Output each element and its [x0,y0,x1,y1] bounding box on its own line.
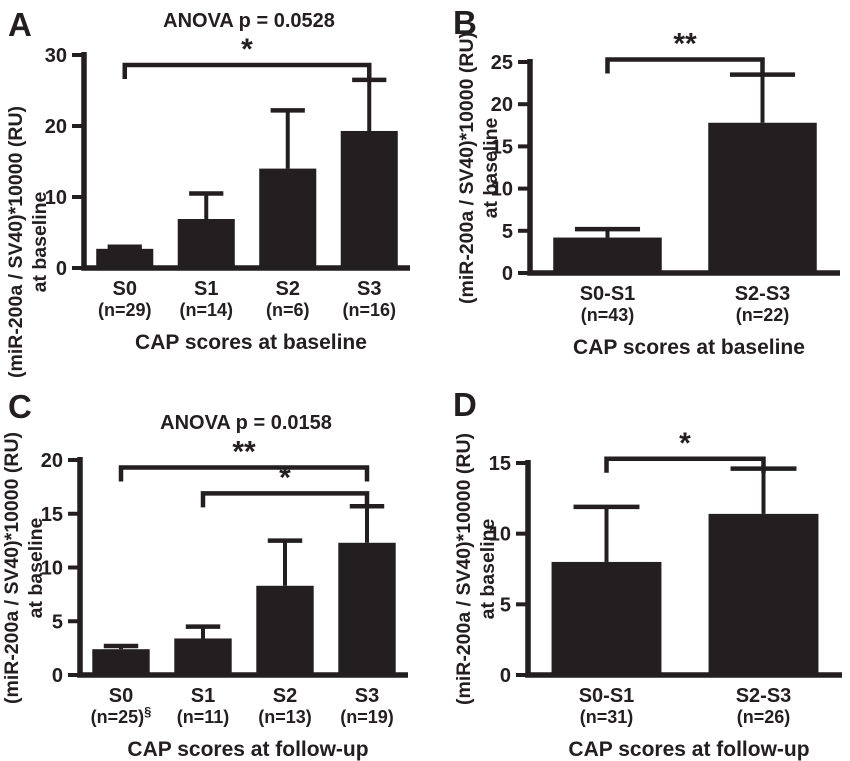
category-label: S0-S1 [580,283,636,305]
significance-stars: * [279,461,291,494]
y-tick-label: 0 [500,665,511,687]
bar-s1 [174,638,232,675]
bar-s3 [338,542,396,675]
y-axis-label-line2: at baseline [480,117,502,218]
category-label: S0 [113,278,137,300]
n-label: (n=6) [266,300,310,320]
x-axis-label: CAP scores at baseline [135,331,367,354]
y-axis-label-line2: at baseline [25,517,47,618]
y-axis-label-line1: (miR-200a / SV40)*10000 (RU) [5,106,27,378]
bar-s2 [256,585,314,675]
category-label: S0 [109,685,133,707]
bar-s3 [340,130,398,268]
x-axis-label: CAP scores at follow-up [127,738,368,761]
bar-s0 [96,248,154,268]
bar-s1 [177,219,235,268]
y-tick-label: 20 [491,94,513,116]
y-tick-label: 0 [502,263,513,285]
y-tick-label: 15 [489,453,511,475]
y-tick-label: 15 [491,136,513,158]
y-axis-label-line1: (miR-200a / SV40)*10000 (RU) [1,432,23,704]
n-label: (n=26) [737,707,791,727]
y-tick-label: 0 [52,665,63,687]
category-label: S3 [355,685,379,707]
panel-letter: C [8,388,32,425]
y-tick-label: 5 [500,594,511,616]
panel-letter: A [8,6,32,43]
y-axis-label-line1: (miR-200a / SV40)*10000 (RU) [456,32,478,304]
category-label: S1 [194,278,218,300]
significance-stars: ** [232,436,256,469]
y-tick-label: 15 [41,504,63,526]
significance-bracket [604,456,766,473]
significance-bracket [200,491,370,508]
significance-stars: ** [673,27,697,60]
x-axis-label: CAP scores at baseline [573,336,805,359]
x-axis-label: CAP scores at follow-up [568,738,809,761]
anova-title: ANOVA p = 0.0528 [163,10,335,32]
panel-a-chart: A ANOVA p = 0.0528 0 10 20 30 * S0(n=29) S1(n=14… [5,6,410,378]
bar-s0 [92,649,150,675]
significance-stars: * [679,427,691,460]
y-tick-label: 5 [502,221,513,243]
category-label: S2 [273,685,297,707]
bar-s2 [259,168,317,268]
n-label: (n=14) [179,300,233,320]
category-label: S1 [191,685,215,707]
category-label: S2 [276,278,300,300]
y-axis-label-line1: (miR-200a / SV40)*10000 (RU) [453,433,475,705]
category-label: S2-S3 [736,685,792,707]
significance-bracket [122,62,372,79]
panel-letter: D [453,386,477,423]
n-label: (n=43) [581,305,635,325]
bar-s0-s1 [553,237,662,273]
y-axis-label-line2: at baseline [477,518,499,619]
n-label: (n=22) [736,305,790,325]
n-label: (n=11) [177,707,230,727]
y-tick-label: 20 [41,450,63,472]
n-label: (n=13) [258,707,312,727]
y-tick-label: 30 [45,45,67,67]
y-axis-label-line2: at baseline [29,191,51,292]
category-label: S3 [357,278,381,300]
y-tick-label: 10 [41,558,63,580]
y-tick-label: 25 [491,52,513,74]
y-tick-label: 20 [45,116,67,138]
bar-s2-s3 [708,122,817,273]
significance-stars: * [241,33,253,66]
panel-letter: B [453,4,477,41]
y-tick-label: 10 [489,524,511,546]
significance-bracket [605,57,765,74]
n-label: (n=16) [342,300,396,320]
bar-s2-s3 [708,513,819,675]
y-tick-label: 10 [491,179,513,201]
n-label: (n=19) [340,707,394,727]
significance-bracket [118,465,370,482]
n-label: (n=25)§ [91,704,152,727]
y-tick-label: 0 [56,258,67,280]
y-tick-label: 10 [45,187,67,209]
category-label: S2-S3 [735,283,791,305]
bar-s0-s1 [551,561,662,675]
anova-title: ANOVA p = 0.0158 [160,412,332,434]
y-tick-label: 5 [52,611,63,633]
n-label: (n=29) [98,300,152,320]
category-label: S0-S1 [579,685,635,707]
panel-d-chart: D 0 5 10 15 * S0-S1(n=31) S2-S3(n=26) CAP scores… [453,386,842,761]
n-label: (n=31) [580,707,634,727]
panel-b-chart: B 0 5 10 15 20 25 ** S0-S1(n=43) S2-S3(n=22) CAP s… [453,4,840,359]
